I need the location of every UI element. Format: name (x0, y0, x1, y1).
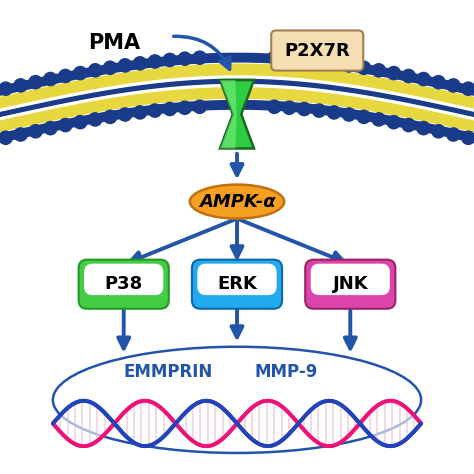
Text: P38: P38 (105, 275, 143, 293)
Circle shape (283, 101, 296, 114)
Polygon shape (220, 80, 254, 148)
Circle shape (283, 52, 296, 65)
Circle shape (462, 131, 474, 145)
Circle shape (0, 131, 12, 145)
FancyBboxPatch shape (84, 264, 164, 295)
Polygon shape (220, 80, 237, 148)
FancyBboxPatch shape (201, 266, 273, 287)
Ellipse shape (58, 351, 416, 449)
Circle shape (342, 59, 356, 72)
FancyBboxPatch shape (310, 264, 390, 295)
Circle shape (372, 64, 385, 77)
Circle shape (193, 100, 206, 113)
Circle shape (387, 66, 401, 80)
Circle shape (357, 110, 371, 123)
Circle shape (447, 79, 460, 92)
Text: MMP-9: MMP-9 (255, 363, 318, 381)
Circle shape (59, 118, 72, 132)
Circle shape (73, 116, 87, 129)
Circle shape (44, 121, 57, 135)
Circle shape (372, 113, 385, 126)
Ellipse shape (53, 347, 421, 453)
Circle shape (268, 100, 281, 113)
Circle shape (163, 53, 176, 66)
FancyBboxPatch shape (197, 264, 277, 295)
FancyBboxPatch shape (305, 260, 395, 309)
Circle shape (148, 104, 162, 117)
Circle shape (342, 108, 356, 121)
Circle shape (29, 75, 42, 89)
Circle shape (357, 61, 371, 74)
Circle shape (268, 51, 281, 64)
FancyBboxPatch shape (315, 266, 386, 287)
Circle shape (89, 113, 102, 126)
Circle shape (312, 104, 326, 117)
Circle shape (163, 102, 176, 116)
Circle shape (312, 55, 326, 68)
Circle shape (432, 75, 445, 89)
Circle shape (14, 128, 27, 141)
Circle shape (103, 110, 117, 123)
Circle shape (0, 82, 12, 95)
Circle shape (118, 59, 132, 72)
Circle shape (193, 51, 206, 64)
Circle shape (178, 52, 191, 65)
Text: AMPK-α: AMPK-α (199, 192, 275, 210)
Circle shape (89, 64, 102, 77)
Circle shape (447, 128, 460, 141)
Circle shape (298, 102, 311, 116)
Circle shape (59, 69, 72, 82)
FancyBboxPatch shape (88, 266, 159, 287)
Text: JNK: JNK (332, 275, 368, 293)
Text: PMA: PMA (88, 34, 140, 54)
Circle shape (417, 121, 430, 135)
Circle shape (118, 108, 132, 121)
Circle shape (133, 57, 146, 70)
Circle shape (148, 55, 162, 68)
FancyBboxPatch shape (192, 260, 282, 309)
Circle shape (402, 118, 415, 132)
Circle shape (133, 106, 146, 119)
Circle shape (417, 73, 430, 86)
Circle shape (402, 69, 415, 82)
Text: ERK: ERK (217, 275, 257, 293)
FancyBboxPatch shape (271, 30, 363, 71)
Circle shape (432, 125, 445, 138)
Circle shape (14, 79, 27, 92)
Circle shape (73, 66, 87, 80)
Ellipse shape (190, 184, 284, 219)
Circle shape (387, 116, 401, 129)
Text: P2X7R: P2X7R (284, 42, 350, 60)
Circle shape (29, 125, 42, 138)
Circle shape (328, 57, 341, 70)
Circle shape (298, 53, 311, 66)
Circle shape (462, 82, 474, 95)
Text: EMMPRIN: EMMPRIN (124, 363, 213, 381)
FancyBboxPatch shape (79, 260, 169, 309)
Circle shape (44, 73, 57, 86)
Circle shape (328, 106, 341, 119)
Circle shape (178, 101, 191, 114)
Circle shape (103, 61, 117, 74)
